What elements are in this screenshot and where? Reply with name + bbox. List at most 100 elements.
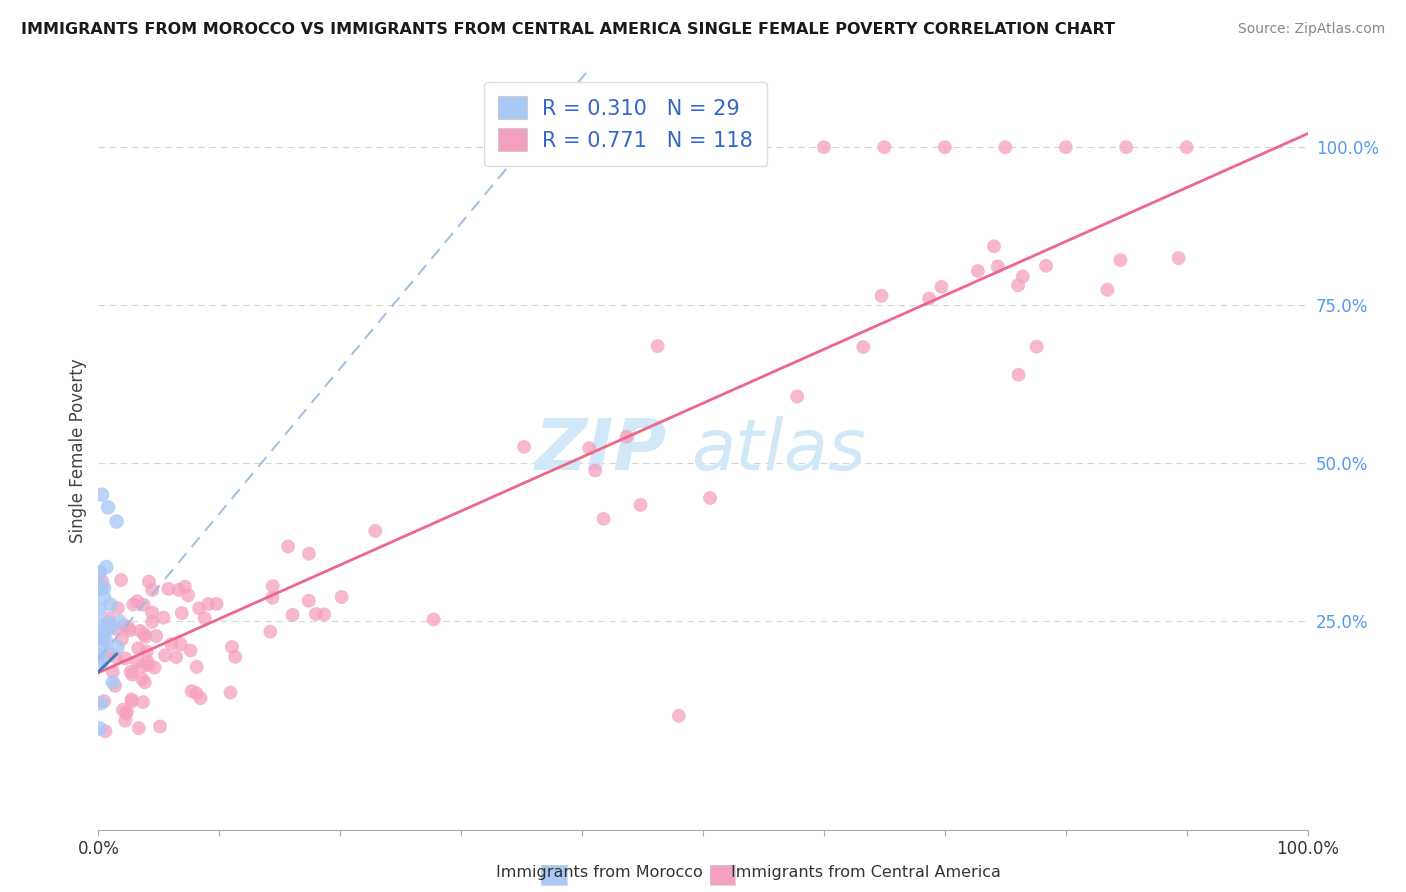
Point: [98, 611, 121, 625]
Point: [105, 515, 128, 529]
Point: [91, 574, 114, 589]
Point: [513, 440, 536, 454]
Point: [114, 706, 136, 721]
Point: [699, 491, 721, 505]
Point: [122, 598, 145, 612]
Point: [177, 588, 200, 602]
Point: [89, 602, 111, 616]
Point: [583, 463, 606, 477]
Point: [93, 591, 115, 605]
Point: [1115, 140, 1137, 154]
Point: [90, 696, 112, 710]
Point: [1109, 253, 1132, 268]
Point: [983, 239, 1005, 253]
Point: [180, 684, 202, 698]
Point: [115, 706, 138, 720]
Point: [114, 651, 136, 665]
Point: [170, 637, 193, 651]
Point: [98, 621, 121, 635]
Point: [114, 714, 136, 728]
Y-axis label: Single Female Poverty: Single Female Poverty: [69, 359, 87, 542]
Point: [592, 512, 614, 526]
Point: [186, 660, 208, 674]
Point: [224, 649, 246, 664]
Point: [110, 573, 132, 587]
Point: [101, 665, 124, 679]
Point: [141, 606, 163, 620]
Point: [132, 695, 155, 709]
Point: [305, 607, 328, 621]
Point: [141, 582, 163, 597]
Point: [314, 607, 336, 622]
Point: [118, 621, 141, 635]
Point: [90, 655, 112, 669]
Point: [134, 675, 156, 690]
Point: [89, 566, 111, 580]
Text: ZIP: ZIP: [534, 416, 666, 485]
Point: [104, 650, 127, 665]
Point: [190, 691, 212, 706]
Point: [120, 665, 142, 679]
Point: [918, 292, 941, 306]
Point: [131, 672, 153, 686]
Point: [170, 606, 193, 620]
Point: [89, 616, 111, 631]
Point: [89, 722, 111, 736]
Point: [97, 619, 120, 633]
Point: [987, 260, 1010, 274]
Point: [647, 339, 669, 353]
Point: [89, 650, 111, 665]
Point: [852, 340, 875, 354]
Point: [91, 632, 114, 647]
Point: [136, 654, 159, 668]
Point: [107, 601, 129, 615]
Point: [364, 524, 387, 538]
Point: [194, 611, 217, 625]
Point: [281, 607, 304, 622]
Point: [93, 632, 115, 646]
Point: [167, 582, 190, 597]
Point: [298, 547, 321, 561]
Point: [160, 637, 183, 651]
Point: [219, 685, 242, 699]
Point: [134, 627, 156, 641]
Point: [134, 630, 156, 644]
Point: [221, 640, 243, 654]
Point: [173, 580, 195, 594]
Point: [90, 630, 112, 644]
Point: [1167, 251, 1189, 265]
Point: [98, 621, 121, 635]
Point: [165, 650, 187, 665]
Point: [152, 610, 174, 624]
Point: [1007, 278, 1029, 293]
Legend: R = 0.310   N = 29, R = 0.771   N = 118: R = 0.310 N = 29, R = 0.771 N = 118: [484, 82, 768, 166]
Point: [205, 597, 228, 611]
Point: [616, 430, 638, 444]
Point: [153, 648, 176, 663]
Point: [262, 579, 284, 593]
Point: [121, 692, 143, 706]
Point: [1035, 259, 1057, 273]
Point: [111, 632, 134, 647]
Point: [87, 648, 110, 663]
Point: [330, 590, 353, 604]
Point: [1007, 368, 1029, 382]
Point: [100, 598, 122, 612]
Point: [89, 624, 111, 638]
Point: [125, 655, 148, 669]
Text: IMMIGRANTS FROM MOROCCO VS IMMIGRANTS FROM CENTRAL AMERICA SINGLE FEMALE POVERTY: IMMIGRANTS FROM MOROCCO VS IMMIGRANTS FR…: [21, 22, 1115, 37]
Point: [94, 633, 117, 648]
Point: [93, 641, 115, 656]
Point: [104, 679, 127, 693]
Point: [112, 703, 135, 717]
Point: [132, 598, 155, 612]
Point: [934, 140, 956, 154]
Point: [1011, 269, 1033, 284]
Point: [129, 624, 152, 638]
Point: [298, 593, 321, 607]
Point: [93, 694, 115, 708]
Point: [1097, 283, 1119, 297]
Point: [259, 624, 281, 639]
Point: [870, 289, 893, 303]
Text: Immigrants from Central America: Immigrants from Central America: [731, 865, 1001, 880]
